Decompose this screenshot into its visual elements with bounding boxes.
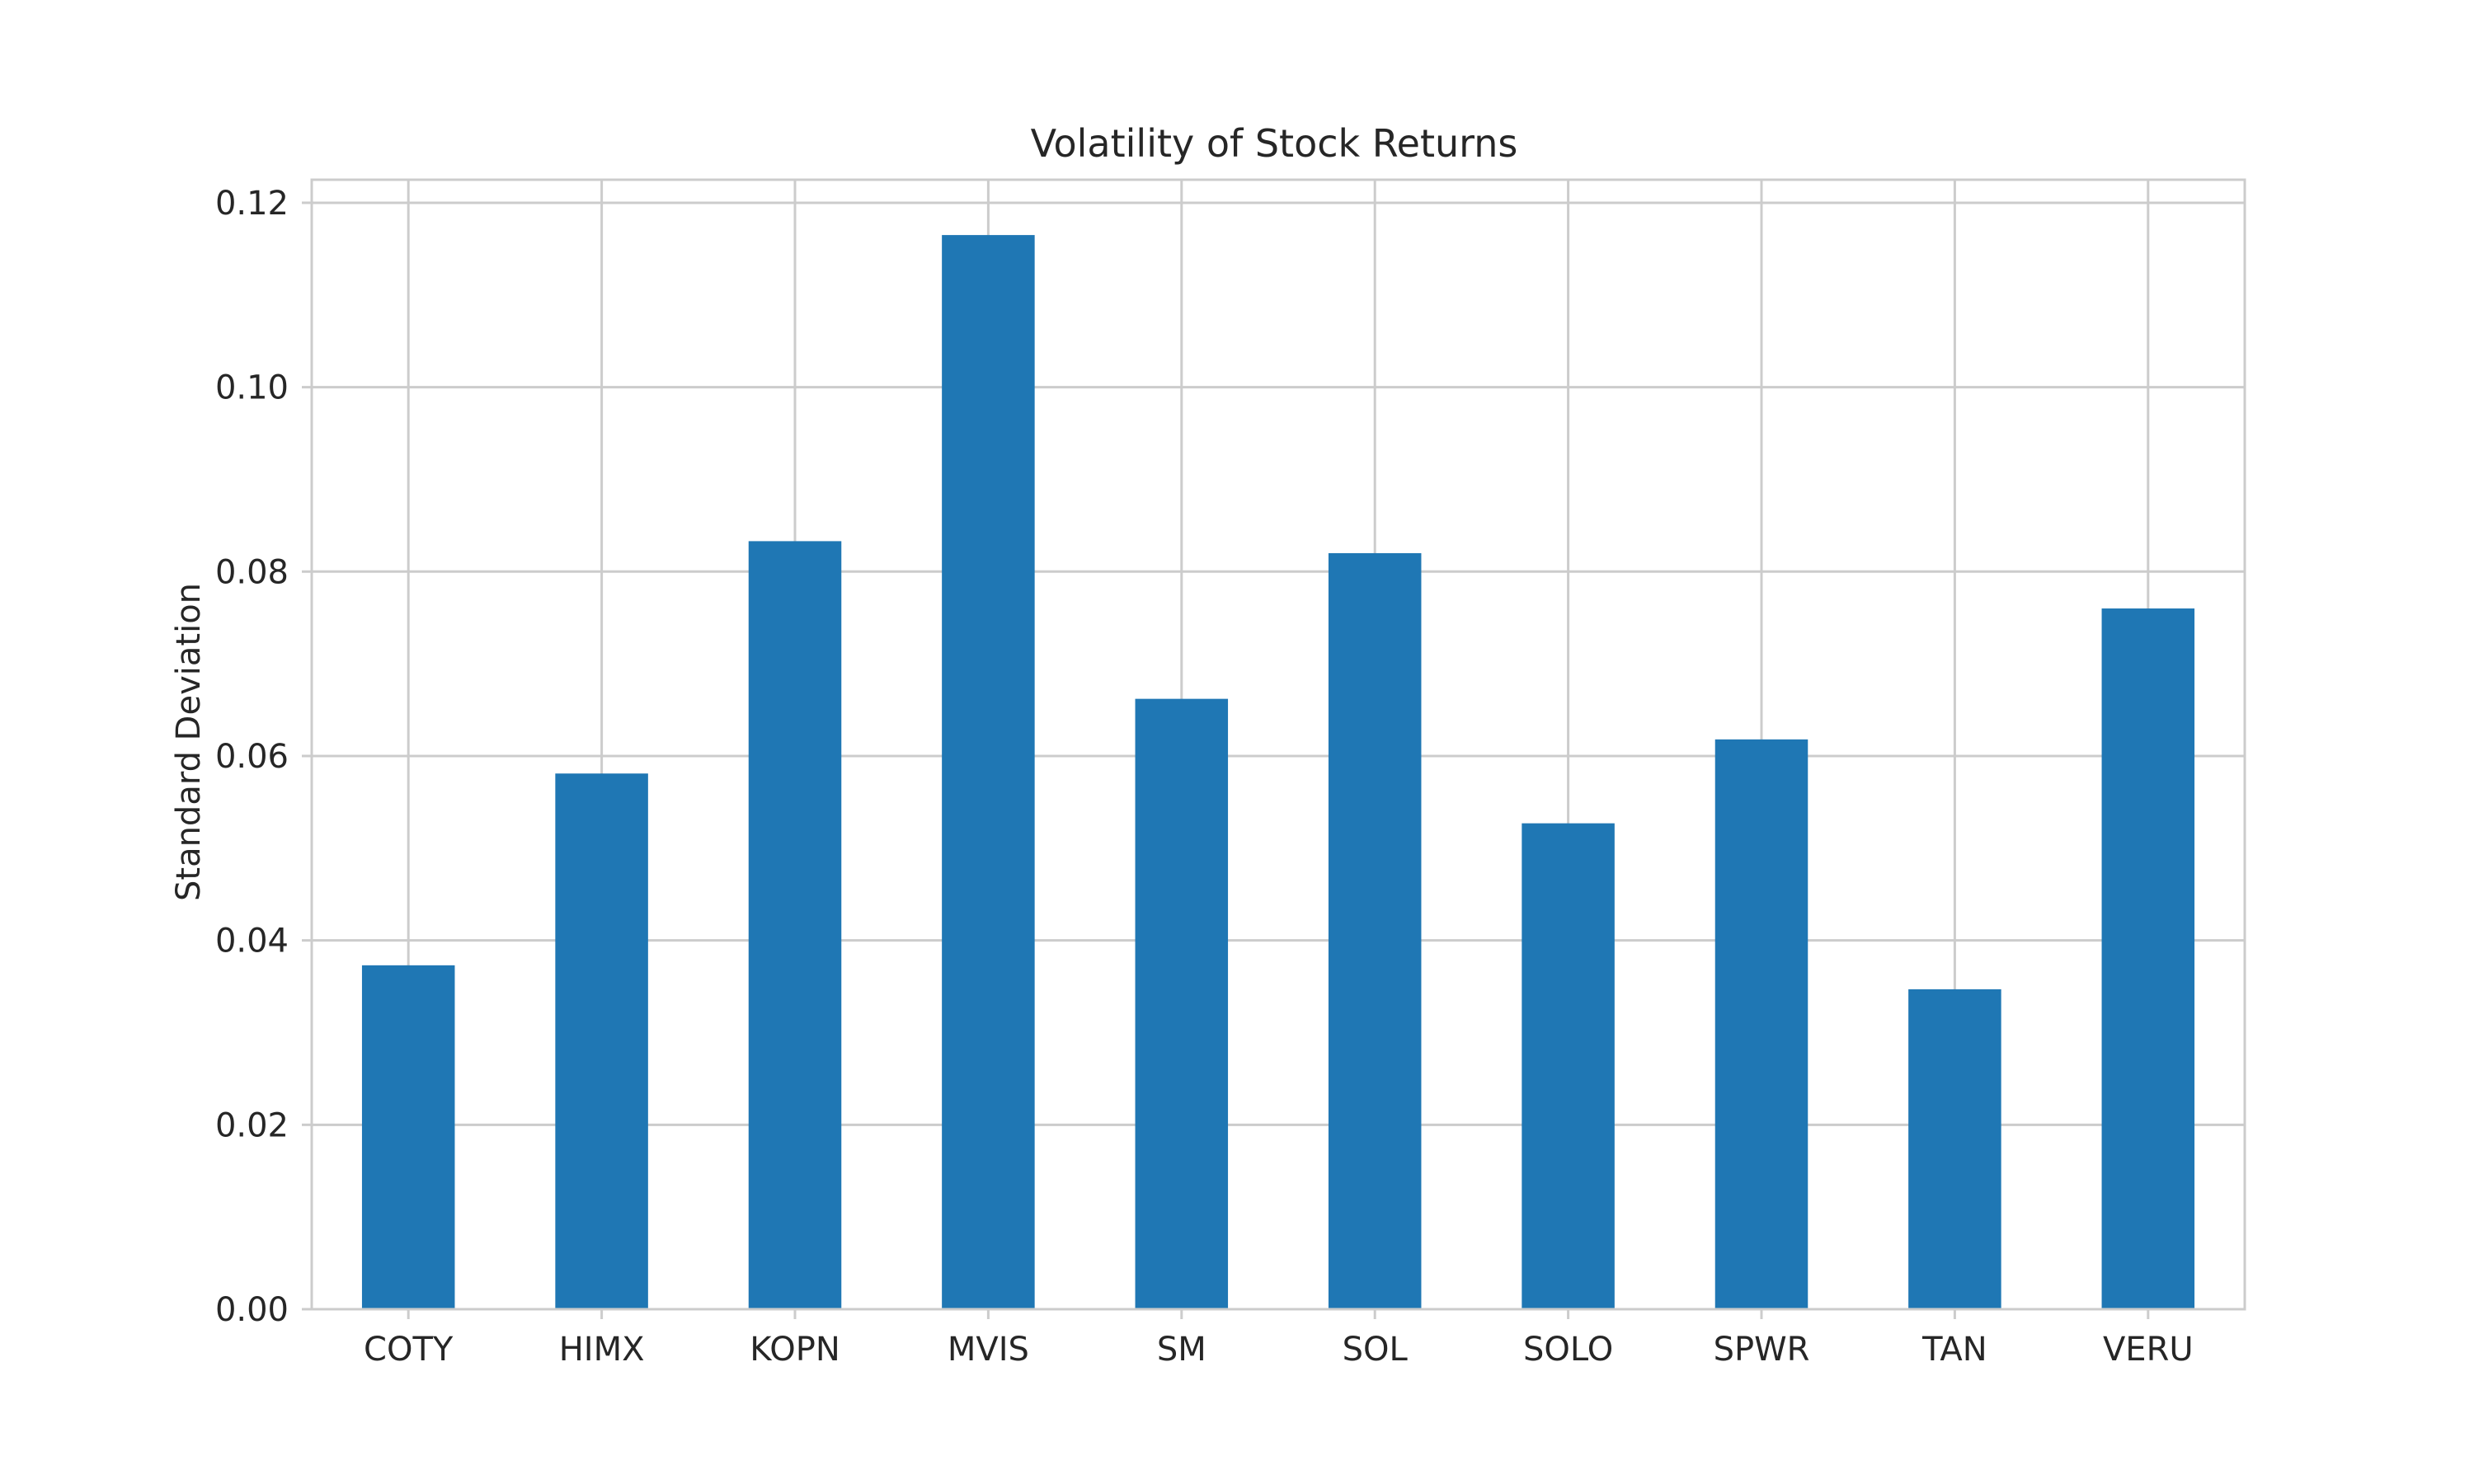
y-tick-label: 0.08 <box>215 553 289 591</box>
bar-tan <box>1908 989 2001 1309</box>
chart-title: Volatility of Stock Returns <box>1031 121 1518 166</box>
y-tick-label: 0.00 <box>215 1291 289 1329</box>
bar-mvis <box>942 235 1035 1309</box>
y-tick-label: 0.10 <box>215 369 289 407</box>
x-tick-label: TAN <box>1921 1331 1987 1369</box>
y-axis-label: Standard Deviation <box>170 583 208 901</box>
x-tick-label: COTY <box>364 1331 454 1369</box>
bar-solo <box>1522 824 1615 1309</box>
bar-spwr <box>1715 740 1808 1309</box>
x-tick-label: MVIS <box>948 1331 1029 1369</box>
y-tick-label: 0.04 <box>215 923 289 960</box>
y-tick-label: 0.12 <box>215 185 289 223</box>
bar-sm <box>1136 699 1229 1309</box>
x-tick-label: HIMX <box>559 1331 645 1369</box>
bar-coty <box>362 965 455 1309</box>
bar-himx <box>555 773 648 1309</box>
x-tick-label: SPWR <box>1714 1331 1810 1369</box>
x-tick-label: SOLO <box>1523 1331 1613 1369</box>
bar-sol <box>1329 553 1422 1309</box>
x-tick-label: VERU <box>2103 1331 2194 1369</box>
bar-veru <box>2102 608 2195 1309</box>
x-tick-label: SM <box>1157 1331 1206 1369</box>
x-tick-label: SOL <box>1343 1331 1409 1369</box>
bar-kopn <box>749 541 842 1309</box>
y-tick-label: 0.02 <box>215 1106 289 1144</box>
x-tick-label: KOPN <box>750 1331 840 1369</box>
y-tick-label: 0.06 <box>215 738 289 776</box>
